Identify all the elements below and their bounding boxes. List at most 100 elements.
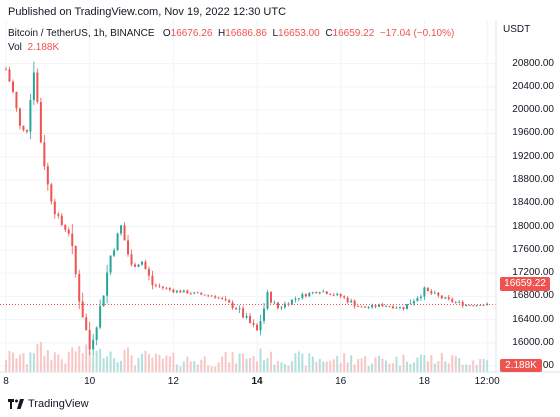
volume-bar bbox=[64, 363, 67, 372]
close-label: C bbox=[325, 28, 333, 39]
candle-body bbox=[332, 294, 335, 296]
volume-bar bbox=[287, 365, 290, 372]
candle-body bbox=[294, 298, 297, 300]
volume-bar bbox=[266, 357, 269, 372]
volume-bar bbox=[113, 358, 116, 372]
volume-bar bbox=[147, 353, 150, 372]
time-tick-label: 12:00 bbox=[474, 376, 500, 387]
candle-body bbox=[25, 130, 28, 132]
volume-bar bbox=[245, 358, 248, 372]
volume-bar bbox=[350, 355, 353, 372]
volume-bar bbox=[74, 351, 77, 372]
volume-bar bbox=[458, 358, 461, 372]
volume-bar bbox=[482, 358, 485, 372]
price-tick-label: 17200.00 bbox=[512, 267, 554, 279]
candle-body bbox=[161, 286, 164, 288]
volume-bar bbox=[388, 363, 391, 372]
volume-bar bbox=[423, 355, 426, 372]
brand-name: TradingView bbox=[28, 398, 89, 410]
price-tick-label: 19600.00 bbox=[512, 127, 554, 139]
volume-bar bbox=[259, 348, 262, 372]
candle-body bbox=[398, 307, 401, 308]
candle-body bbox=[276, 302, 279, 309]
candle-body bbox=[172, 289, 175, 293]
candle-body bbox=[133, 264, 136, 267]
volume-bar bbox=[95, 350, 98, 372]
volume-bar bbox=[301, 353, 304, 372]
candle-body bbox=[71, 233, 74, 246]
candle-body bbox=[224, 299, 227, 301]
candle-body bbox=[437, 292, 440, 296]
candle-body bbox=[371, 305, 374, 308]
volume-bar bbox=[161, 358, 164, 372]
candle-body bbox=[269, 292, 272, 303]
volume-bar bbox=[217, 362, 220, 372]
candle-body bbox=[357, 306, 360, 307]
price-tick-label: 18400.00 bbox=[512, 197, 554, 209]
candle-body bbox=[151, 275, 154, 286]
candle-body bbox=[475, 305, 478, 307]
candle-body bbox=[444, 297, 447, 299]
volume-bar bbox=[367, 365, 370, 372]
candle-body bbox=[39, 101, 42, 143]
volume-bar bbox=[256, 361, 259, 372]
volume-bar bbox=[78, 346, 81, 372]
volume-value: 2.188K bbox=[27, 42, 60, 53]
open-value: 16676.26 bbox=[170, 28, 213, 39]
candle-body bbox=[343, 296, 346, 298]
volume-bar bbox=[311, 356, 314, 372]
footer-brand[interactable]: TradingView bbox=[8, 398, 89, 410]
price-tick-label: 16000.00 bbox=[512, 336, 554, 348]
volume-bar bbox=[57, 354, 60, 372]
volume-bar bbox=[419, 354, 422, 372]
volume-bar bbox=[242, 353, 245, 372]
candle-body bbox=[29, 100, 32, 132]
high-value: 16686.86 bbox=[225, 28, 267, 39]
volume-bar bbox=[433, 363, 436, 372]
candle-body bbox=[50, 184, 53, 202]
candle-body bbox=[273, 302, 276, 304]
volume-bar bbox=[276, 361, 279, 372]
volume-bar bbox=[189, 361, 192, 372]
volume-bar bbox=[440, 352, 443, 372]
candle-body bbox=[301, 294, 304, 299]
candle-body bbox=[458, 301, 461, 303]
candle-body bbox=[43, 142, 46, 167]
candle-body bbox=[304, 294, 307, 297]
volume-bar bbox=[395, 356, 398, 372]
candle-body bbox=[130, 254, 133, 265]
volume-label: Vol bbox=[8, 42, 22, 53]
candle-body bbox=[189, 293, 192, 295]
volume-bar bbox=[454, 355, 457, 372]
candle-body bbox=[412, 301, 415, 304]
price-tick-label: 16800.00 bbox=[512, 290, 554, 302]
candle-body bbox=[329, 294, 332, 295]
volume-bar bbox=[102, 358, 105, 372]
candle-body bbox=[228, 300, 231, 303]
currency-label: USDT bbox=[503, 24, 531, 35]
tradingview-logo-icon bbox=[8, 399, 24, 409]
volume-bar bbox=[92, 356, 95, 372]
candle-body bbox=[454, 301, 457, 303]
candle-body bbox=[249, 315, 252, 324]
volume-bar bbox=[468, 364, 471, 372]
volume-bar bbox=[357, 359, 360, 372]
symbol-name[interactable]: Bitcoin / TetherUS, 1h, BINANCE bbox=[8, 28, 155, 39]
volume-bar bbox=[283, 364, 286, 372]
volume-bar bbox=[99, 348, 102, 372]
candle-body bbox=[238, 308, 241, 310]
candle-body bbox=[140, 261, 143, 265]
candle-body bbox=[123, 225, 126, 241]
candle-body bbox=[8, 69, 11, 82]
candle-body bbox=[374, 305, 377, 307]
volume-bar bbox=[172, 352, 175, 372]
volume-bar bbox=[437, 361, 440, 372]
close-value: 16659.22 bbox=[332, 28, 375, 39]
candle-body bbox=[74, 245, 77, 275]
volume-bar bbox=[486, 360, 489, 372]
volume-bar bbox=[385, 360, 388, 372]
candle-body bbox=[235, 307, 238, 310]
volume-bar bbox=[25, 364, 28, 372]
volume-bar bbox=[472, 360, 475, 372]
